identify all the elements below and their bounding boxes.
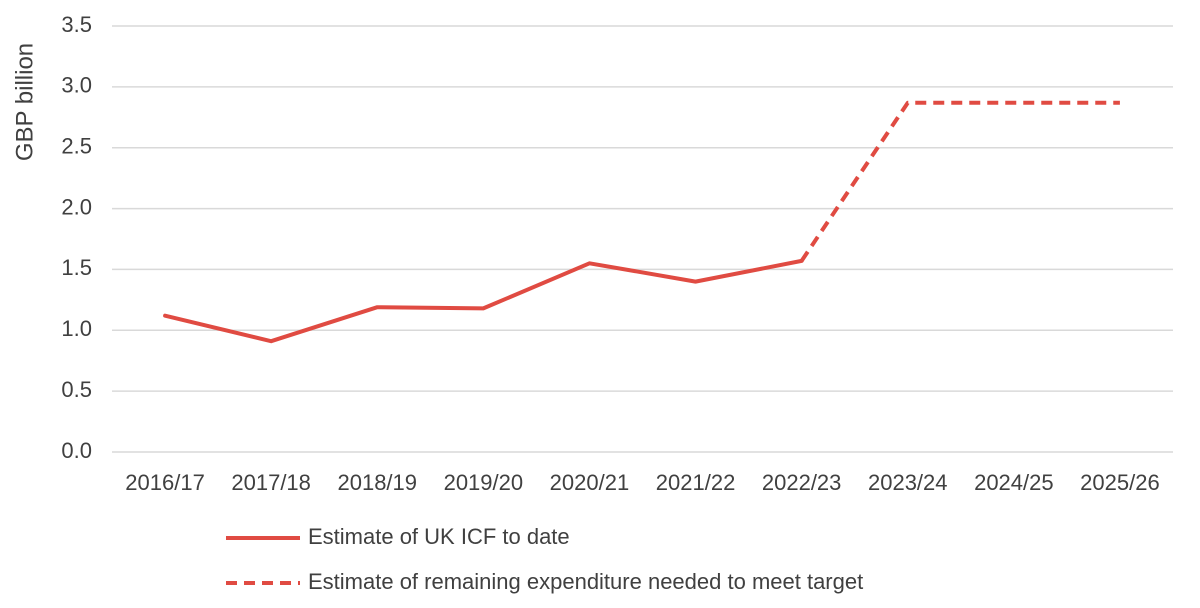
x-tick-label: 2018/19: [337, 470, 417, 495]
x-axis-ticks: 2016/17 2017/18 2018/19 2019/20 2020/21 2021/…: [125, 470, 1159, 495]
y-axis-ticks: 0.0 0.5 1.0 1.5 2.0 2.5 3.0 3.5: [61, 12, 92, 463]
gridlines: [112, 25, 1173, 453]
x-tick-label: 2024/25: [974, 470, 1054, 495]
legend-label: Estimate of remaining expenditure needed…: [308, 569, 863, 594]
y-axis-title: GBP billion: [11, 43, 38, 161]
y-tick-label: 1.0: [61, 316, 92, 341]
x-tick-label: 2025/26: [1080, 470, 1160, 495]
legend: Estimate of UK ICF to date Estimate of re…: [226, 524, 863, 594]
x-tick-label: 2022/23: [762, 470, 842, 495]
x-tick-label: 2023/24: [868, 470, 948, 495]
y-tick-label: 1.5: [61, 255, 92, 280]
legend-label: Estimate of UK ICF to date: [308, 524, 570, 549]
y-tick-label: 0.5: [61, 377, 92, 402]
remaining-expenditure-line: [799, 100, 1120, 263]
x-tick-label: 2016/17: [125, 470, 205, 495]
y-tick-label: 0.0: [61, 438, 92, 463]
series-lines: [163, 100, 1120, 344]
x-tick-label: 2017/18: [231, 470, 311, 495]
y-tick-label: 2.5: [61, 134, 92, 159]
icf-to-date-line: [163, 258, 804, 344]
y-tick-label: 3.0: [61, 73, 92, 98]
x-tick-label: 2020/21: [550, 470, 630, 495]
y-tick-label: 2.0: [61, 194, 92, 219]
x-tick-label: 2021/22: [656, 470, 736, 495]
x-tick-label: 2019/20: [444, 470, 524, 495]
y-tick-label: 3.5: [61, 12, 92, 37]
